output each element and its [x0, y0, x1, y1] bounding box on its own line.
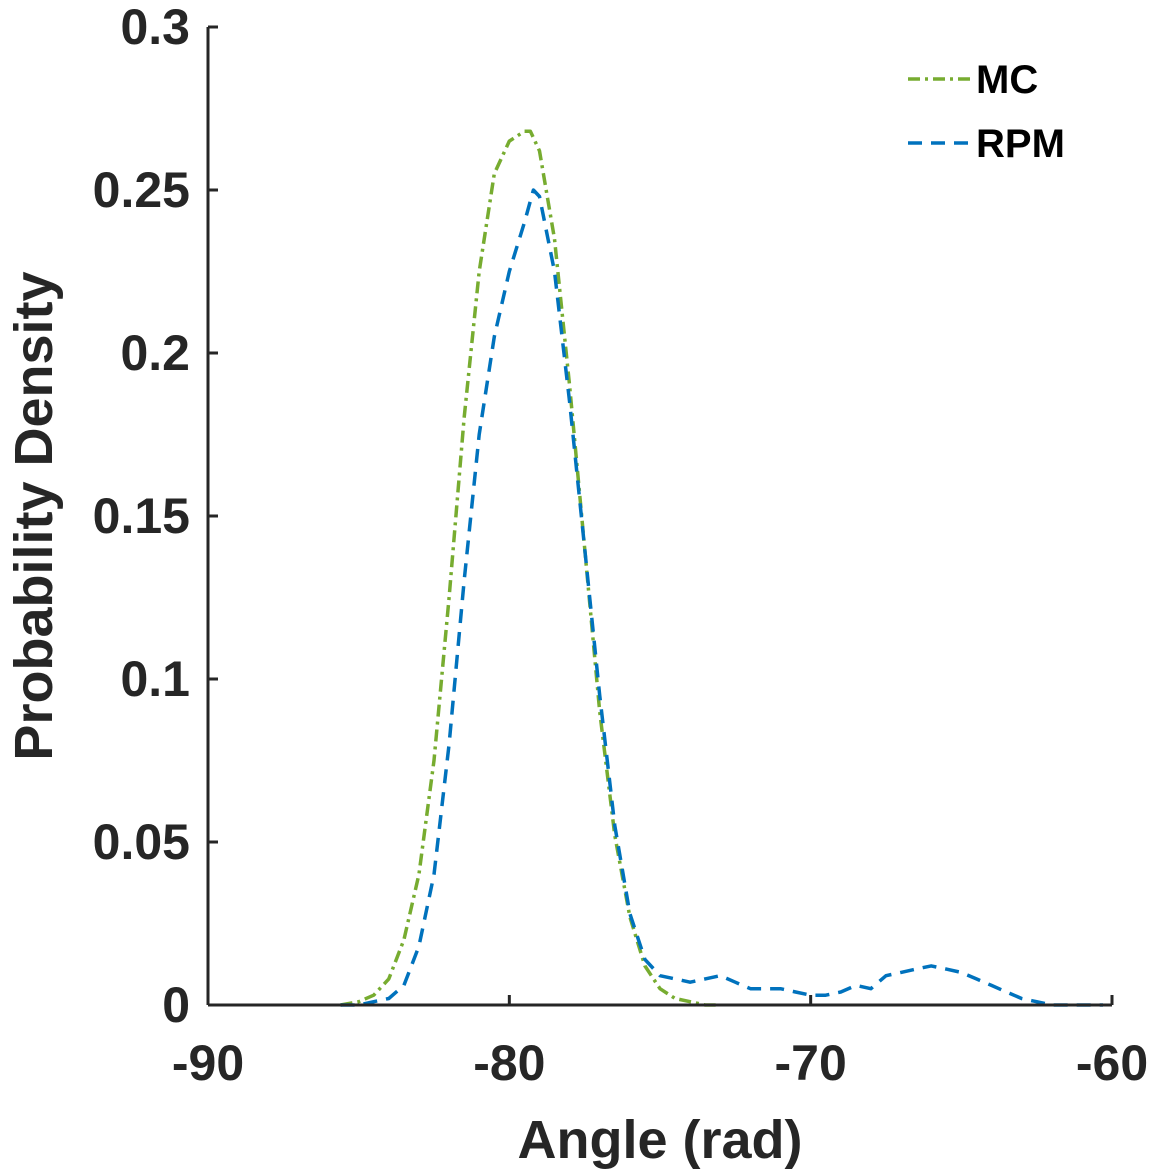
y-tick-label: 0.15: [93, 488, 190, 544]
ticks-layer: 0 0.05 0.1 0.15 0.2 0.25 0.3 -90 -80 -70 -60: [93, 0, 1148, 1091]
legend-label-rpm: RPM: [976, 122, 1065, 166]
legend: MC RPM: [908, 58, 1065, 166]
y-tick-label: 0.25: [93, 162, 190, 218]
x-tick-label: -80: [473, 1035, 545, 1091]
x-tick-label: -70: [775, 1035, 847, 1091]
y-tick-label: 0.1: [120, 651, 190, 707]
series-line-rpm: [340, 188, 1103, 1007]
x-tick-label: -90: [172, 1035, 244, 1091]
legend-label-mc: MC: [976, 58, 1038, 102]
x-axis-title: Angle (rad): [517, 1110, 802, 1170]
axes-layer: [206, 27, 1112, 1007]
y-axis-title: Probability Density: [4, 271, 64, 760]
y-tick-label: 0.05: [93, 814, 190, 870]
y-tick-label: 0.3: [120, 0, 190, 55]
series-layer: [340, 129, 1103, 1007]
y-tick-label: 0.2: [120, 325, 190, 381]
y-tick-label: 0: [162, 977, 190, 1033]
series-line-mc: [340, 129, 721, 1007]
x-tick-label: -60: [1076, 1035, 1148, 1091]
